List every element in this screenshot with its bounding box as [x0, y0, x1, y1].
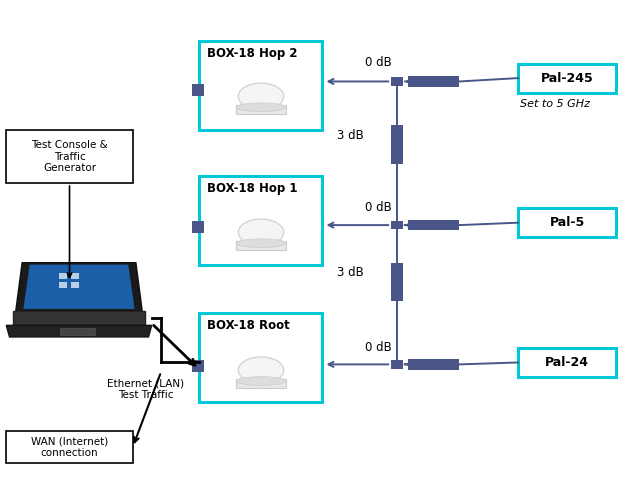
Bar: [408, 359, 459, 370]
Bar: [59, 282, 67, 288]
Ellipse shape: [236, 103, 286, 111]
Bar: [518, 208, 616, 237]
Text: 0 dB: 0 dB: [365, 341, 392, 353]
Text: 0 dB: 0 dB: [365, 56, 392, 69]
Bar: [518, 64, 616, 93]
Bar: [199, 176, 322, 265]
Bar: [192, 84, 204, 96]
Text: WAN (Internet)
connection: WAN (Internet) connection: [31, 436, 108, 458]
Text: Set to 5 GHz: Set to 5 GHz: [520, 99, 590, 109]
Bar: [408, 76, 459, 87]
Text: 3 dB: 3 dB: [337, 266, 363, 279]
Text: Ethernet (LAN)
Test Traffic: Ethernet (LAN) Test Traffic: [107, 378, 184, 400]
Bar: [71, 282, 79, 288]
Text: BOX-18 Root: BOX-18 Root: [207, 319, 289, 332]
Bar: [391, 221, 403, 229]
Ellipse shape: [238, 357, 284, 384]
Bar: [391, 360, 403, 369]
Bar: [518, 348, 616, 377]
Bar: [408, 220, 459, 230]
Bar: [236, 379, 286, 388]
Text: BOX-18 Hop 2: BOX-18 Hop 2: [207, 47, 297, 60]
Text: Pal-24: Pal-24: [545, 356, 589, 369]
Text: 3 dB: 3 dB: [337, 130, 363, 142]
Bar: [236, 241, 286, 250]
Bar: [391, 125, 403, 164]
Bar: [60, 328, 95, 335]
Polygon shape: [23, 265, 135, 309]
Polygon shape: [6, 325, 152, 337]
Bar: [192, 221, 204, 233]
Text: Pal-5: Pal-5: [550, 216, 585, 229]
Text: Test Console &
Traffic
Generator: Test Console & Traffic Generator: [31, 140, 108, 173]
Bar: [6, 130, 133, 183]
Ellipse shape: [238, 219, 284, 245]
Bar: [6, 431, 133, 463]
Bar: [199, 41, 322, 130]
Bar: [391, 77, 403, 86]
Bar: [192, 360, 204, 372]
Bar: [391, 263, 403, 301]
Bar: [59, 273, 67, 279]
Bar: [236, 106, 286, 114]
Polygon shape: [13, 311, 145, 325]
Polygon shape: [16, 263, 142, 311]
Ellipse shape: [236, 377, 286, 386]
Bar: [199, 313, 322, 402]
Text: BOX-18 Hop 1: BOX-18 Hop 1: [207, 182, 297, 195]
Ellipse shape: [238, 83, 284, 109]
Text: 0 dB: 0 dB: [365, 201, 392, 214]
Text: Pal-245: Pal-245: [541, 72, 593, 84]
Bar: [71, 273, 79, 279]
Ellipse shape: [236, 239, 286, 248]
